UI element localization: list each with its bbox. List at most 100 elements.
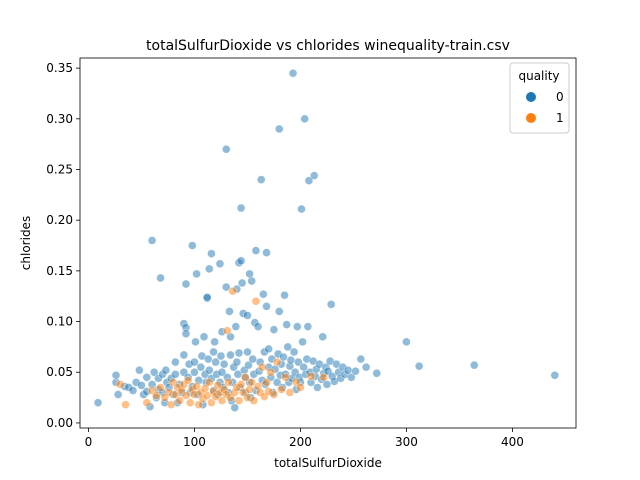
point-quality-0 (297, 204, 306, 214)
legend-box (509, 62, 570, 134)
x-tick-label: 100 (183, 435, 206, 449)
point-quality-0 (347, 373, 356, 382)
point-quality-0 (274, 307, 284, 316)
y-tick-label: 0.30 (46, 112, 73, 126)
point-quality-0 (207, 249, 216, 258)
point-quality-0 (322, 380, 332, 389)
y-axis-ticks: 0.00 0.05 0.10 0.15 0.20 0.25 0.30 0.35 (46, 61, 80, 430)
point-quality-1 (277, 385, 286, 394)
point-quality-0 (226, 350, 235, 360)
legend: quality 0 1 (509, 62, 570, 134)
point-quality-1 (142, 398, 152, 407)
x-axis-ticks: 0 100 200 300 400 (85, 428, 524, 449)
point-quality-0 (298, 337, 307, 347)
point-quality-0 (318, 332, 328, 342)
point-quality-0 (253, 322, 263, 331)
point-quality-0 (181, 329, 191, 339)
point-quality-0 (247, 276, 256, 286)
point-quality-0 (149, 367, 159, 377)
point-quality-1 (183, 376, 193, 385)
point-quality-0 (233, 369, 243, 379)
legend-label-1: 1 (556, 111, 564, 125)
point-quality-1 (272, 357, 282, 367)
point-quality-0 (216, 351, 226, 361)
point-quality-0 (361, 362, 371, 372)
point-quality-0 (550, 370, 560, 380)
point-quality-0 (199, 332, 209, 342)
point-quality-0 (137, 381, 146, 390)
y-tick-label: 0.35 (46, 61, 73, 75)
point-quality-0 (188, 241, 197, 250)
point-quality-0 (245, 269, 254, 279)
point-quality-0 (221, 282, 231, 292)
point-quality-0 (179, 350, 189, 360)
point-quality-1 (121, 400, 130, 409)
y-axis-label: chlorides (19, 216, 33, 270)
point-quality-0 (243, 347, 252, 357)
point-quality-0 (288, 68, 298, 78)
point-quality-1 (257, 362, 267, 372)
point-quality-1 (269, 390, 279, 399)
point-quality-1 (228, 286, 237, 296)
y-tick-label: 0.25 (46, 163, 73, 177)
point-quality-1 (251, 296, 261, 306)
point-quality-0 (202, 292, 212, 302)
point-quality-0 (313, 383, 322, 392)
y-tick-label: 0.10 (46, 315, 73, 329)
point-quality-0 (236, 203, 246, 213)
x-axis-label: totalSulfurDioxide (274, 456, 382, 470)
point-quality-0 (274, 124, 284, 134)
point-quality-0 (351, 366, 360, 376)
legend-marker-1 (526, 113, 536, 123)
point-quality-1 (319, 373, 329, 382)
point-quality-0 (221, 144, 231, 154)
point-quality-0 (232, 357, 242, 367)
legend-marker-0 (526, 92, 536, 102)
point-quality-0 (93, 398, 103, 407)
chart-title: totalSulfurDioxide vs chlorides winequal… (146, 38, 510, 54)
point-quality-0 (215, 259, 225, 269)
point-quality-0 (217, 367, 227, 377)
point-quality-0 (237, 278, 247, 288)
point-quality-0 (262, 302, 271, 311)
point-quality-0 (191, 337, 200, 347)
point-quality-1 (194, 400, 203, 409)
point-quality-0 (205, 264, 214, 274)
axes-layer (79, 57, 577, 429)
point-quality-0 (469, 360, 479, 370)
point-quality-1 (241, 373, 250, 382)
point-quality-0 (356, 354, 366, 364)
point-quality-0 (230, 403, 240, 413)
point-quality-0 (156, 273, 165, 283)
point-quality-0 (283, 342, 293, 352)
point-quality-0 (111, 370, 121, 380)
point-quality-1 (115, 380, 125, 389)
point-quality-1 (166, 400, 176, 409)
point-quality-0 (243, 311, 252, 320)
legend-title: quality (518, 69, 559, 83)
point-quality-0 (414, 361, 424, 371)
point-quality-1 (175, 396, 184, 405)
point-quality-0 (244, 360, 253, 370)
point-quality-1 (266, 367, 276, 377)
point-quality-0 (372, 368, 382, 378)
point-quality-0 (279, 352, 288, 362)
x-tick-label: 400 (501, 435, 524, 449)
point-quality-0 (286, 355, 296, 365)
point-quality-0 (210, 337, 219, 347)
point-quality-0 (225, 307, 234, 316)
point-quality-0 (135, 365, 144, 375)
point-quality-0 (190, 357, 199, 367)
point-quality-0 (128, 386, 138, 395)
point-quality-1 (202, 391, 212, 400)
point-quality-1 (181, 391, 191, 400)
point-quality-0 (142, 373, 152, 382)
point-quality-1 (236, 380, 246, 389)
x-tick-label: 0 (85, 435, 93, 449)
point-quality-1 (152, 391, 161, 400)
x-tick-label: 300 (395, 435, 418, 449)
point-quality-0 (147, 236, 157, 245)
point-quality-0 (171, 369, 180, 379)
x-tick-label: 200 (289, 435, 312, 449)
